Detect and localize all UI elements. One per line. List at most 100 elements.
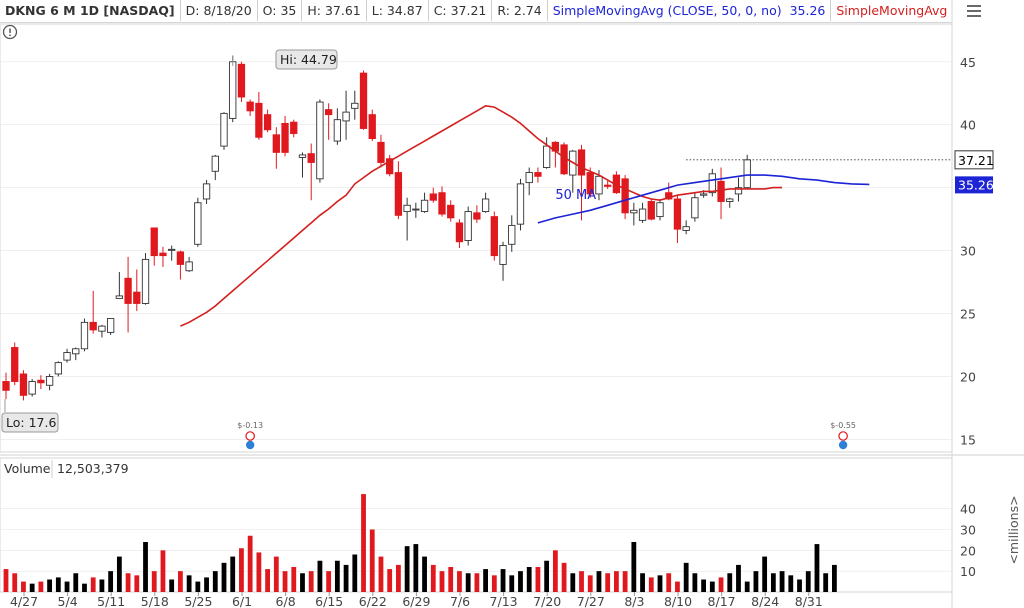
volume-bar[interactable] — [116, 556, 122, 592]
volume-bar[interactable] — [212, 571, 218, 592]
candle[interactable] — [272, 127, 280, 169]
volume-bar[interactable] — [256, 552, 262, 592]
volume-bar[interactable] — [134, 575, 140, 592]
volume-bar[interactable] — [631, 542, 637, 592]
candle[interactable] — [28, 378, 36, 397]
candle[interactable] — [455, 219, 464, 249]
candle[interactable] — [159, 246, 167, 267]
volume-bar[interactable] — [692, 573, 698, 592]
volume-bar[interactable] — [518, 571, 523, 592]
volume-bar[interactable] — [683, 562, 689, 592]
volume-bar[interactable] — [596, 571, 602, 592]
volume-bar[interactable] — [3, 569, 9, 592]
volume-bar[interactable] — [21, 581, 26, 592]
candle[interactable] — [394, 161, 403, 220]
candle[interactable] — [542, 137, 551, 169]
candle[interactable] — [464, 206, 472, 246]
candle[interactable] — [516, 178, 525, 231]
candle[interactable] — [420, 192, 429, 213]
volume-bar[interactable] — [805, 571, 811, 592]
candle[interactable] — [351, 90, 359, 120]
candle[interactable] — [708, 168, 716, 197]
candle[interactable] — [647, 198, 655, 221]
candle[interactable] — [481, 192, 490, 213]
candle[interactable] — [525, 167, 533, 196]
candle[interactable] — [377, 134, 385, 168]
volume-bar[interactable] — [204, 577, 209, 592]
candle[interactable] — [612, 171, 621, 194]
volume-bar[interactable] — [823, 573, 829, 592]
volume-bar[interactable] — [317, 560, 323, 592]
sma20-line[interactable] — [180, 104, 783, 327]
candle[interactable] — [281, 115, 289, 157]
candle[interactable] — [551, 141, 560, 168]
candle[interactable] — [98, 324, 106, 338]
volume-bar[interactable] — [334, 560, 340, 592]
candle[interactable] — [403, 197, 411, 241]
candle[interactable] — [577, 144, 586, 221]
candle[interactable] — [307, 143, 315, 201]
candle[interactable] — [115, 271, 124, 299]
candle[interactable] — [54, 361, 62, 377]
volume-bar[interactable] — [797, 579, 802, 593]
volume-bar[interactable] — [640, 573, 645, 592]
candle[interactable] — [386, 154, 394, 177]
volume-bar[interactable] — [64, 581, 70, 592]
volume-bar[interactable] — [762, 556, 768, 592]
volume-bar[interactable] — [736, 564, 741, 592]
sma50-line[interactable] — [537, 174, 870, 224]
volume-bar[interactable] — [361, 494, 366, 592]
symbol-label[interactable]: DKNG 6 M 1D [NASDAQ] — [0, 0, 181, 21]
volume-bar[interactable] — [178, 571, 183, 592]
volume-bar[interactable] — [108, 571, 114, 592]
volume-bar[interactable] — [500, 569, 506, 592]
earnings-marker-icon[interactable]: $-0.13 — [237, 421, 263, 450]
candle[interactable] — [342, 90, 350, 140]
candle[interactable] — [429, 187, 437, 203]
volume-bar[interactable] — [308, 571, 314, 592]
candle[interactable] — [290, 119, 298, 138]
volume-bar[interactable] — [832, 564, 837, 592]
volume-bar[interactable] — [666, 573, 672, 592]
candle[interactable] — [534, 167, 542, 183]
volume-bar[interactable] — [247, 535, 253, 592]
sma50-legend[interactable]: SimpleMovingAvg (CLOSE, 50, 0, no) 35.26 — [548, 0, 832, 21]
volume-bar[interactable] — [143, 542, 148, 592]
volume-bar[interactable] — [509, 575, 515, 592]
volume-bar[interactable] — [73, 573, 79, 592]
volume-bar[interactable] — [265, 569, 270, 592]
volume-bar[interactable] — [718, 577, 724, 592]
volume-bar[interactable] — [282, 571, 288, 592]
volume-bar[interactable] — [47, 579, 52, 593]
volume-bar[interactable] — [526, 567, 532, 592]
volume-bar[interactable] — [622, 571, 628, 592]
candle[interactable] — [569, 149, 577, 193]
volume-bar[interactable] — [614, 571, 619, 592]
volume-bar[interactable] — [90, 577, 96, 592]
volume-bar[interactable] — [648, 577, 654, 592]
candle[interactable] — [124, 256, 132, 333]
volume-bar[interactable] — [186, 575, 192, 592]
volume-bar[interactable] — [675, 581, 680, 592]
candle[interactable] — [499, 241, 507, 281]
volume-bar[interactable] — [151, 571, 157, 592]
volume-bar[interactable] — [404, 546, 410, 592]
candle[interactable] — [106, 318, 115, 335]
candle[interactable] — [333, 108, 342, 145]
candle[interactable] — [621, 175, 629, 220]
volume-bar[interactable] — [239, 548, 244, 592]
volume-bar[interactable] — [605, 573, 611, 592]
candle[interactable] — [630, 202, 638, 226]
candle[interactable] — [255, 91, 263, 140]
earnings-marker-icon[interactable]: $-0.55 — [830, 421, 856, 450]
volume-bar[interactable] — [579, 571, 584, 592]
candle[interactable] — [11, 342, 19, 386]
candle[interactable] — [638, 202, 647, 223]
volume-bar[interactable] — [535, 567, 541, 592]
volume-bar[interactable] — [396, 564, 401, 592]
candle[interactable] — [89, 290, 97, 334]
candle[interactable] — [37, 375, 45, 390]
volume-bar[interactable] — [779, 571, 785, 592]
candle[interactable] — [473, 205, 481, 223]
volume-bar[interactable] — [587, 575, 593, 592]
